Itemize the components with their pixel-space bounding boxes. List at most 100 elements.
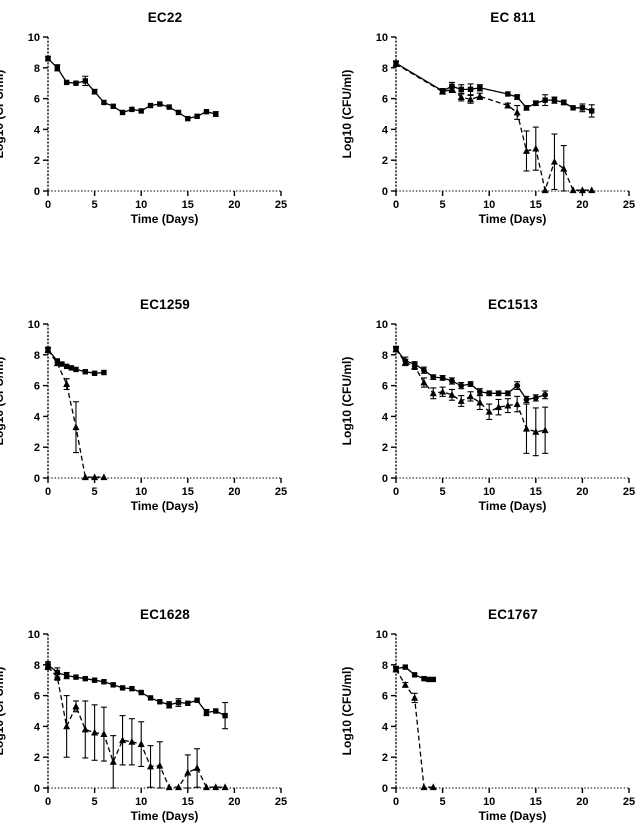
y-axis-label: Log10 (CFU/ml) [340,357,354,446]
series-squares-solid [393,60,595,118]
y-tick-label: 2 [382,155,388,167]
square-marker [166,702,172,708]
triangle-marker [532,144,540,152]
square-marker [101,99,107,106]
triangle-marker [63,722,71,730]
square-marker [542,97,548,103]
triangle-marker [569,186,577,194]
y-axis-label: Log10 (CFU/ml) [340,70,354,159]
square-marker [119,109,126,116]
series-triangles-dashed [392,665,437,791]
chart-title-ec1259: EC1259 [140,297,190,312]
square-marker [91,677,98,683]
square-marker [533,100,539,106]
y-tick-label: 6 [34,691,40,703]
y-tick-label: 2 [382,442,388,454]
y-tick-label: 10 [28,32,40,44]
triangle-marker [91,473,99,481]
x-tick-label: 15 [182,199,194,211]
square-marker [477,85,483,91]
triangle-marker [467,392,475,400]
y-axis-label: Log10 (CFU/ml) [340,667,354,756]
square-marker [561,99,567,106]
square-marker [110,103,116,109]
x-tick-label: 25 [275,199,287,211]
x-tick-label: 5 [92,486,98,498]
square-marker [91,88,98,95]
square-marker [119,685,126,691]
triangle-marker [165,783,173,791]
triangle-marker [457,397,465,404]
triangle-marker [522,147,530,154]
square-marker [185,115,191,122]
triangle-marker [439,87,447,95]
circle-marker [495,390,502,397]
triangle-marker [411,694,419,701]
x-tick-label: 25 [623,486,635,498]
axes: 0 2 4 6 8 10 0 5 10 15 20 25 Time (Days) Log10 (CFU/m… [340,32,635,226]
triangle-marker [193,764,201,771]
triangle-marker [541,186,549,194]
y-tick-label: 0 [382,473,388,485]
square-marker [194,113,200,120]
triangle-marker [439,387,447,395]
x-tick-label: 5 [440,199,446,211]
triangle-marker [485,407,493,415]
y-tick-label: 6 [382,691,388,703]
subplot-ec811: EC 811 0 2 4 6 8 10 0 5 10 15 20 25 Time (Days) Log10… [320,4,641,236]
y-axis-label: Log10 (CFU/ml) [0,667,6,756]
y-tick-label: 2 [34,442,40,454]
triangle-marker [119,736,127,744]
axes: 0 2 4 6 8 10 0 5 10 15 20 25 Time (Days) Log10 (CFU/m… [0,629,287,823]
square-marker [129,106,135,113]
square-marker [589,108,595,114]
square-marker [523,105,530,111]
square-marker [402,664,409,670]
x-tick-label: 15 [530,796,542,808]
x-tick-label: 20 [576,199,588,211]
triangle-marker [429,389,437,397]
square-marker [101,679,107,685]
triangle-marker [457,93,465,100]
y-tick-label: 0 [382,783,388,795]
triangle-marker [448,85,456,93]
x-tick-label: 15 [182,796,194,808]
chart-ec1767: 0 2 4 6 8 10 0 5 10 15 20 25 Time (Days) Log10 (CFU/m… [340,629,635,823]
square-marker [175,699,182,706]
series-squares-solid [45,661,229,730]
square-marker [147,695,154,701]
square-marker [213,111,219,117]
chart-title-ec22: EC22 [147,10,183,25]
series-squares-solid [45,346,107,376]
x-tick-label: 20 [576,796,588,808]
x-tick-label: 10 [135,796,147,808]
triangle-marker [541,426,549,434]
x-tick-label: 10 [483,199,495,211]
triangle-marker [109,758,117,765]
triangle-marker [401,681,409,688]
square-marker [194,697,200,703]
chart-ec1513: 0 2 4 6 8 10 0 5 10 15 20 25 Time (Days) Log10 (CFU/m… [340,319,635,513]
x-tick-label: 0 [45,199,51,211]
triangle-marker [53,673,61,681]
triangle-marker [420,783,428,791]
axes: 0 2 4 6 8 10 0 5 10 15 20 25 Time (Days) Log10 (CFU/m… [340,629,635,823]
square-marker [425,676,432,683]
series-squares-solid [45,55,219,122]
y-tick-label: 0 [34,783,40,795]
triangle-marker [392,345,400,353]
circle-marker [458,382,465,389]
series-triangles-dashed [44,663,229,791]
y-tick-label: 4 [34,721,41,733]
triangle-marker [467,95,475,103]
circle-marker [542,391,549,398]
triangle-marker [128,738,136,745]
x-tick-label: 25 [275,796,287,808]
axes: 0 2 4 6 8 10 0 5 10 15 20 25 Time (Days) Log10 (CFU/m… [0,32,287,226]
circle-marker [421,367,427,374]
triangle-marker [72,702,80,710]
x-axis-label: Time (Days) [479,809,547,823]
circle-marker [430,374,437,381]
square-marker [138,689,144,696]
